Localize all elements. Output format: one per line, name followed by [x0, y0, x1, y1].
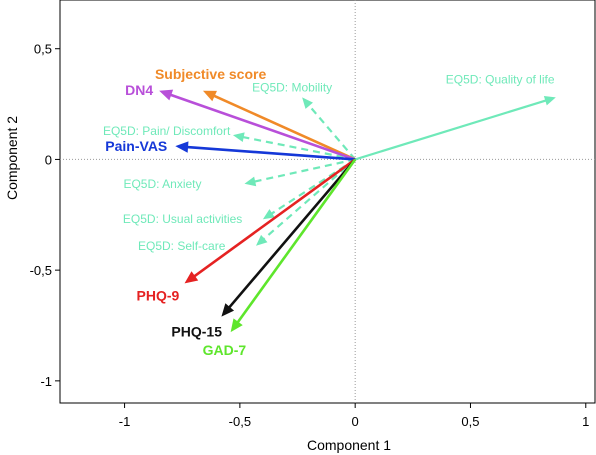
vector-line — [213, 94, 356, 161]
loading-vectors: EQ5D: Quality of life EQ5D: Mobility EQ5D:… — [103, 66, 556, 358]
vector-label: EQ5D: Self-care — [138, 239, 226, 253]
vector-line — [354, 99, 547, 161]
vector-arrowhead — [256, 234, 268, 246]
vector-line — [262, 158, 356, 240]
vector-line — [169, 93, 356, 161]
vector-label: PHQ-9 — [137, 287, 180, 303]
vector-arrowhead — [221, 303, 235, 317]
vector-line — [193, 158, 356, 278]
vector-arrowhead — [262, 209, 275, 220]
vector-label: Subjective score — [155, 66, 266, 82]
x-tick-label: 0 — [352, 414, 359, 429]
vector-label: EQ5D: Mobility — [252, 80, 332, 94]
vector-arrowhead — [232, 132, 245, 143]
vector-label: EQ5D: Usual activities — [123, 212, 242, 226]
vector-arrowhead — [184, 271, 199, 284]
vector-label: EQ5D: Anxiety — [123, 177, 201, 191]
vector-label: DN4 — [125, 82, 153, 98]
vector-label: PHQ-15 — [171, 324, 222, 340]
y-tick-label: 0,5 — [34, 42, 52, 57]
vector-label: Pain-VAS — [105, 138, 167, 154]
vector-label: GAD-7 — [203, 342, 247, 358]
vector-arrowhead — [302, 97, 313, 109]
vector-arrowhead — [175, 141, 189, 153]
vector-label: EQ5D: Pain/ Discomfort — [103, 124, 231, 138]
y-axis-title: Component 2 — [4, 116, 20, 200]
vector-arrowhead — [159, 89, 174, 101]
x-tick-label: 1 — [582, 414, 589, 429]
vector-line — [254, 158, 356, 183]
vector-arrowhead — [230, 318, 243, 333]
vector-label: EQ5D: Quality of life — [446, 72, 555, 86]
vector-arrowhead — [543, 95, 556, 106]
x-tick-label: 0,5 — [461, 414, 479, 429]
plot-frame — [59, 0, 596, 404]
x-tick-label: -0,5 — [229, 414, 251, 429]
x-tick-label: -1 — [119, 414, 131, 429]
vector-arrowhead — [244, 176, 257, 187]
vector-line — [236, 158, 357, 324]
vector-line — [228, 158, 357, 309]
vector-line — [187, 145, 356, 161]
y-tick-label: 0 — [45, 152, 52, 167]
x-axis-ticks: -1 -0,5 0 0,5 1 — [119, 403, 589, 429]
y-tick-label: -0,5 — [30, 263, 52, 278]
y-axis-ticks: -1 -0,5 0 0,5 — [30, 42, 60, 389]
y-tick-label: -1 — [40, 374, 52, 389]
vector-arrowhead — [202, 90, 217, 102]
x-axis-title: Component 1 — [307, 437, 391, 453]
